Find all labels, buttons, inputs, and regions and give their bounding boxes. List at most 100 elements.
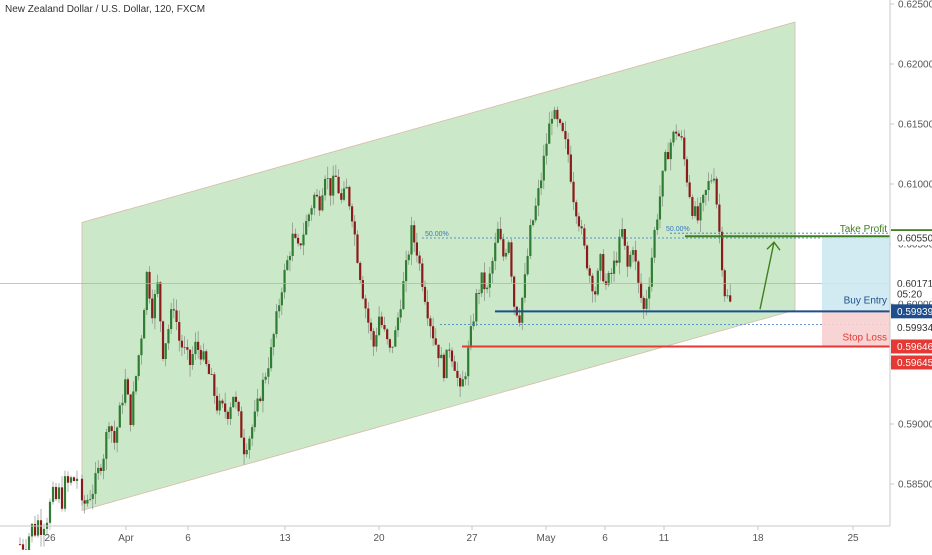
candle-body — [67, 476, 69, 483]
fib-50-label-upper: 50.00% — [666, 226, 690, 233]
candle-body — [594, 291, 596, 294]
candle-body — [386, 329, 388, 339]
candle-body — [262, 380, 264, 401]
candle-body — [61, 487, 63, 508]
candle-body — [464, 376, 466, 379]
candle-body — [459, 378, 461, 387]
candle-body — [427, 302, 429, 318]
take-profit-label: Take Profit — [840, 224, 887, 235]
candle-body — [265, 377, 267, 380]
candle-body — [189, 350, 191, 365]
candle-body — [208, 364, 210, 374]
candle-body — [521, 298, 523, 323]
candle-body — [173, 309, 175, 310]
candle-body — [597, 271, 599, 295]
candle-body — [435, 338, 437, 344]
candle-body — [416, 242, 418, 255]
candle-body — [273, 334, 275, 347]
y-tick-label: 0.61500 — [898, 120, 932, 131]
candle-body — [151, 299, 153, 319]
candle-body — [146, 272, 148, 310]
candle-body — [221, 401, 223, 404]
candle-body — [327, 178, 329, 179]
candle-body — [556, 110, 558, 119]
fib50-tag: 0.60550 — [897, 234, 932, 245]
candle-body — [613, 261, 615, 274]
candle-body — [402, 281, 404, 309]
candle-body — [105, 432, 107, 459]
candle-body — [529, 225, 531, 256]
candle-body — [518, 315, 520, 322]
candle-body — [362, 280, 364, 299]
y-tick-label: 0.59000 — [898, 420, 932, 431]
candle-body — [316, 195, 318, 196]
candle-body — [364, 299, 366, 309]
candle-body — [486, 288, 488, 289]
candle-body — [121, 403, 123, 406]
candle-body — [505, 253, 507, 257]
candle-body — [119, 405, 121, 427]
candle-body — [370, 323, 372, 331]
candle-body — [313, 195, 315, 208]
candle-body — [111, 426, 113, 431]
candle-body — [632, 250, 634, 255]
candle-body — [113, 431, 115, 443]
candle-body — [429, 318, 431, 326]
candle-body — [305, 221, 307, 234]
candle-body — [292, 234, 294, 256]
candle-body — [656, 220, 658, 230]
candle-body — [610, 273, 612, 274]
candle-body — [491, 261, 493, 274]
candle-body — [626, 246, 628, 267]
candle-body — [621, 229, 623, 237]
y-tick-label: 0.62000 — [898, 60, 932, 71]
candle-body — [462, 379, 464, 386]
candle-body — [248, 439, 250, 450]
x-tick-label: 20 — [373, 533, 385, 544]
candle-body — [729, 295, 731, 301]
fib-50-label: 50.00% — [425, 231, 449, 238]
candle-body — [100, 468, 102, 471]
candle-body — [583, 228, 585, 245]
candle-body — [140, 339, 142, 356]
y-tick-label: 0.61000 — [898, 180, 932, 191]
candle-body — [640, 283, 642, 298]
candle-body — [410, 225, 412, 254]
candle-body — [689, 182, 691, 197]
candle-body — [537, 188, 539, 206]
candle-body — [270, 347, 272, 368]
stop-loss-tag: 0.59646 — [897, 342, 932, 353]
candle-body — [70, 477, 72, 482]
candle-body — [103, 459, 105, 471]
candle-body — [559, 119, 561, 123]
candle-body — [175, 310, 177, 322]
candle-body — [28, 536, 30, 550]
candle-body — [240, 411, 242, 437]
candle-body — [543, 156, 545, 181]
candle-body — [391, 347, 393, 348]
candle-body — [551, 119, 553, 124]
y-tick-label: 0.58500 — [898, 480, 932, 491]
candle-body — [332, 176, 334, 196]
candle-body — [527, 256, 529, 274]
candle-body — [545, 144, 547, 156]
candle-body — [540, 180, 542, 188]
candle-body — [227, 412, 229, 419]
candle-body — [132, 391, 134, 425]
candle-body — [705, 190, 707, 195]
candle-body — [229, 407, 231, 419]
candle-body — [718, 205, 720, 232]
candle-body — [481, 272, 483, 293]
candle-body — [437, 345, 439, 358]
candle-body — [202, 351, 204, 359]
candle-body — [510, 242, 512, 276]
candle-body — [167, 329, 169, 343]
candle-body — [159, 282, 161, 321]
candle-body — [356, 234, 358, 262]
candle-body — [154, 294, 156, 318]
candle-body — [86, 500, 88, 504]
candle-body — [148, 272, 150, 299]
candle-body — [219, 401, 221, 411]
candle-body — [200, 350, 202, 360]
